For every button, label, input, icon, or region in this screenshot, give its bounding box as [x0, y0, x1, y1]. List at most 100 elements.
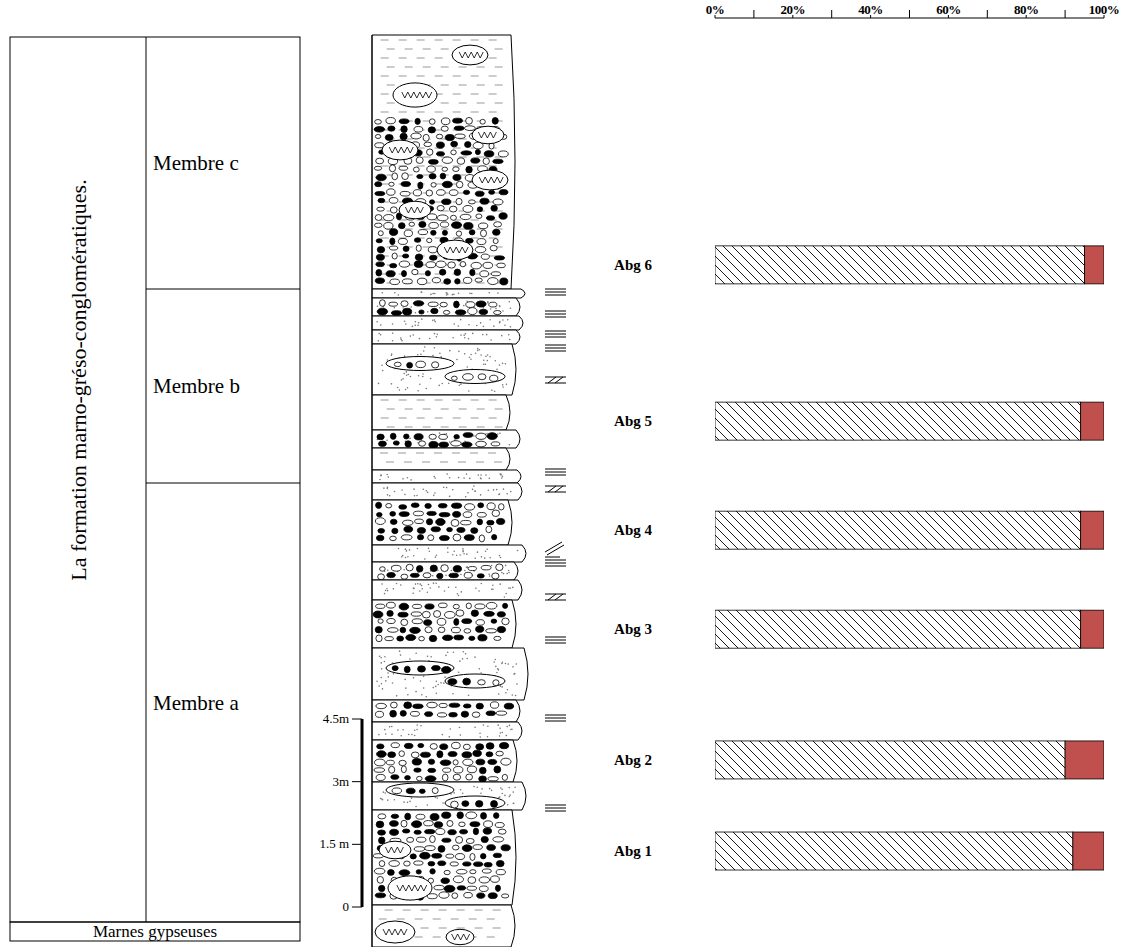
- sand-dot: [442, 734, 444, 736]
- marl-dash: [489, 400, 497, 401]
- pebble: [480, 198, 489, 204]
- marl-dash: [433, 919, 441, 920]
- marl-dash: [433, 937, 441, 938]
- pebble: [436, 261, 446, 268]
- pebble: [399, 512, 409, 517]
- pebble: [392, 528, 398, 533]
- pebble: [417, 278, 426, 284]
- pebble: [476, 801, 483, 807]
- sand-dot: [466, 566, 468, 568]
- gypsum-v: [478, 132, 496, 138]
- sand-dot: [384, 729, 386, 731]
- scale-tick: [352, 844, 362, 845]
- pebble: [437, 751, 443, 758]
- pebble: [436, 142, 444, 148]
- sand-dot: [502, 661, 504, 663]
- sand-dot: [474, 557, 476, 559]
- sand-dot: [489, 557, 491, 559]
- pebble: [437, 205, 444, 210]
- pebble: [432, 362, 439, 368]
- pebble: [444, 611, 455, 618]
- pebble: [376, 254, 384, 260]
- sand-dot: [516, 683, 518, 685]
- pebble: [501, 845, 510, 851]
- pebble: [442, 838, 451, 842]
- sand-dot: [422, 376, 424, 378]
- bed: [372, 35, 515, 289]
- sand-dot: [415, 691, 417, 693]
- sand-dot: [441, 383, 443, 385]
- pebble: [425, 829, 435, 833]
- gypsum-v: [385, 847, 403, 853]
- pebble: [483, 262, 493, 268]
- pebble: [472, 712, 480, 717]
- sand-dot: [504, 795, 506, 797]
- pebble: [430, 814, 439, 821]
- sand-dot: [401, 556, 403, 558]
- marl-dash: [476, 462, 484, 463]
- pebble: [486, 216, 494, 220]
- pebble: [401, 301, 408, 307]
- pebble: [451, 519, 459, 526]
- marl-dash: [399, 400, 407, 401]
- pebble: [375, 134, 380, 138]
- bed: [372, 810, 516, 905]
- gypsum-nodule: [472, 126, 504, 144]
- sand-dot: [456, 554, 458, 556]
- sand-dot: [485, 356, 487, 358]
- scale-label: 3m: [332, 774, 349, 789]
- pebble: [376, 269, 382, 276]
- pebble: [463, 678, 471, 685]
- sand-dot: [407, 694, 409, 696]
- sand-dot: [511, 728, 513, 730]
- pebble: [488, 777, 498, 781]
- pebble: [493, 837, 504, 842]
- sand-dot: [458, 595, 460, 597]
- pebble: [390, 264, 397, 268]
- sand-dot: [468, 390, 470, 392]
- bed: [372, 782, 526, 810]
- sand-dot: [473, 786, 475, 788]
- sand-dot: [381, 668, 383, 670]
- sand-dot: [437, 684, 439, 686]
- marl-dash: [417, 418, 425, 419]
- sand-dot: [388, 476, 390, 478]
- sand-dot: [420, 354, 422, 356]
- sand-dot: [506, 573, 508, 575]
- sand-dot: [427, 492, 429, 494]
- pebble: [462, 752, 472, 758]
- sand-dot: [467, 492, 469, 494]
- pebble: [392, 173, 398, 180]
- sand-dot: [377, 305, 379, 307]
- sand-dot: [380, 324, 382, 326]
- pebble: [452, 893, 458, 899]
- sand-dot: [400, 584, 402, 586]
- pebble: [476, 744, 484, 750]
- marl-dash: [387, 103, 395, 104]
- sand-dot: [466, 658, 468, 660]
- pebble: [463, 759, 473, 765]
- sand-dot: [404, 679, 406, 681]
- pebble: [390, 536, 397, 541]
- sand-dot: [460, 574, 462, 576]
- pebble: [459, 822, 465, 827]
- sand-dot: [499, 796, 501, 798]
- pebble: [400, 627, 406, 633]
- pebble: [430, 869, 435, 874]
- category-label: Abg 6: [614, 257, 652, 273]
- pebble: [404, 743, 413, 748]
- pebble: [481, 254, 489, 259]
- pebble: [399, 261, 410, 267]
- sand-dot: [385, 733, 387, 735]
- pebble: [470, 822, 480, 827]
- gypsum-nodule: [393, 83, 437, 107]
- pebble: [417, 535, 423, 540]
- gypsum-v: [479, 177, 503, 183]
- sand-dot: [495, 666, 497, 668]
- pebble: [455, 134, 466, 138]
- pebble: [489, 302, 497, 307]
- pebble: [383, 214, 393, 220]
- sand-dot: [430, 378, 432, 380]
- sand-dot: [402, 729, 404, 731]
- sand-dot: [436, 333, 438, 335]
